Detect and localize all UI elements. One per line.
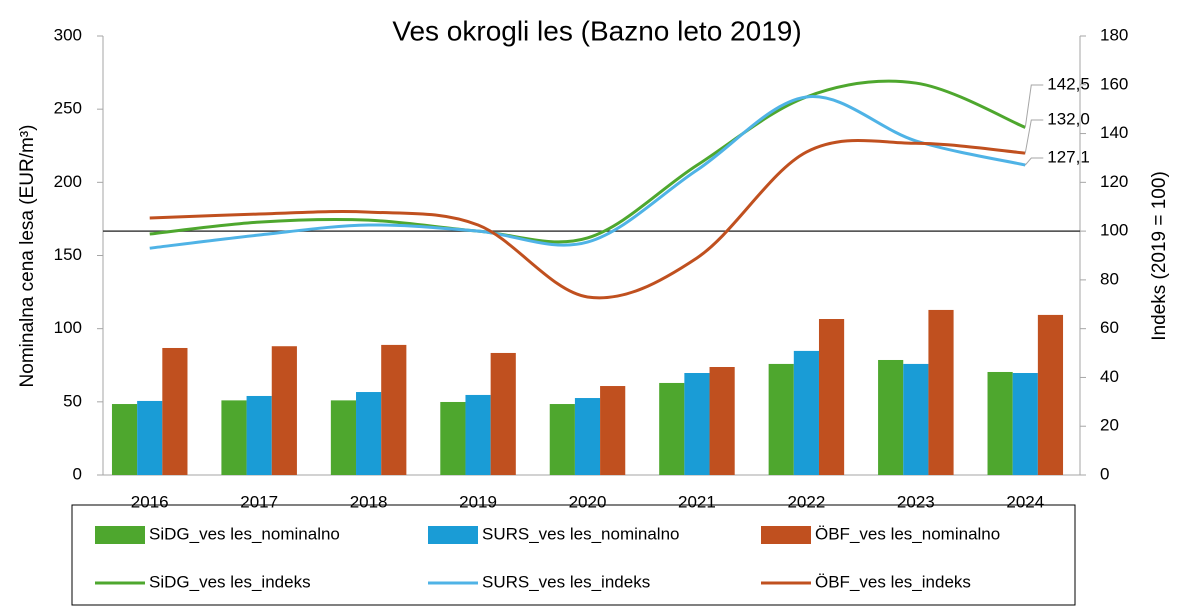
bar xyxy=(162,347,188,475)
bar xyxy=(600,386,626,475)
line xyxy=(149,95,1026,250)
y2-tick-label: 120 xyxy=(1100,172,1128,191)
bar xyxy=(1012,373,1038,475)
legend-label: SiDG_ves les_nominalno xyxy=(149,524,340,543)
data-label: 142,5 xyxy=(1047,74,1090,93)
bar xyxy=(381,344,407,475)
bar xyxy=(356,392,382,475)
x-tick-label: 2024 xyxy=(1006,492,1044,511)
x-tick-label: 2017 xyxy=(240,492,278,511)
bar xyxy=(574,398,601,475)
x-tick-label: 2020 xyxy=(569,492,607,511)
bar xyxy=(111,404,138,475)
bar xyxy=(1037,314,1064,475)
bar xyxy=(709,367,735,475)
y-tick-label: 150 xyxy=(54,245,82,264)
bar xyxy=(440,401,466,475)
x-tick-label: 2022 xyxy=(787,492,825,511)
bar xyxy=(793,350,819,475)
y-tick-label: 0 xyxy=(73,464,82,483)
legend-swatch xyxy=(428,526,478,544)
line xyxy=(149,138,1026,300)
label-leader xyxy=(1024,119,1044,154)
y2-tick-label: 20 xyxy=(1100,416,1119,435)
label-leader xyxy=(1024,157,1044,166)
y2-tick-label: 160 xyxy=(1100,74,1128,93)
bar xyxy=(465,394,491,475)
data-label: 127,1 xyxy=(1047,147,1090,166)
y-tick-label: 250 xyxy=(54,99,82,118)
legend-label: SURS_ves les_indeks xyxy=(482,572,650,591)
y-tick-label: 50 xyxy=(63,391,82,410)
legend-swatch xyxy=(95,526,145,544)
line xyxy=(149,79,1026,244)
y2-axis-label: Indeks (2019 = 100) xyxy=(1149,171,1170,341)
y2-tick-label: 0 xyxy=(1100,464,1109,483)
bar xyxy=(768,363,794,475)
data-label: 132,0 xyxy=(1047,109,1090,128)
legend-box xyxy=(71,504,1076,606)
legend-label: ÖBF_ves les_indeks xyxy=(815,572,971,591)
y2-tick-label: 140 xyxy=(1100,123,1128,142)
x-tick-label: 2018 xyxy=(350,492,388,511)
y-tick-label: 200 xyxy=(54,172,82,191)
bar xyxy=(271,346,297,475)
bar xyxy=(137,400,163,475)
y2-tick-label: 80 xyxy=(1100,269,1119,288)
legend-label: SiDG_ves les_indeks xyxy=(149,572,311,591)
x-tick-label: 2023 xyxy=(897,492,935,511)
legend-label: ÖBF_ves les_nominalno xyxy=(815,524,1000,543)
bar xyxy=(903,363,929,475)
y2-tick-label: 180 xyxy=(1100,25,1128,44)
bar xyxy=(928,309,954,475)
chart-title: Ves okrogli les (Bazno leto 2019) xyxy=(392,15,801,46)
bar xyxy=(549,404,575,475)
legend-label: SURS_ves les_nominalno xyxy=(482,524,680,543)
x-tick-label: 2021 xyxy=(678,492,716,511)
bar xyxy=(684,373,710,475)
bar xyxy=(490,352,516,475)
bar xyxy=(659,382,685,475)
legend-swatch xyxy=(761,526,811,544)
bar xyxy=(246,395,272,475)
x-tick-label: 2019 xyxy=(459,492,497,511)
bar xyxy=(330,400,357,475)
bar xyxy=(221,400,247,475)
y-axis-label: Nominalna cena lesa (EUR/m³) xyxy=(17,125,38,388)
y-tick-label: 100 xyxy=(54,318,82,337)
bar xyxy=(818,319,845,475)
y2-tick-label: 60 xyxy=(1100,318,1119,337)
y-tick-label: 300 xyxy=(54,25,82,44)
label-leader xyxy=(1024,84,1044,128)
bar xyxy=(878,359,904,475)
x-tick-label: 2016 xyxy=(131,492,169,511)
y2-tick-label: 100 xyxy=(1100,221,1128,240)
bar xyxy=(987,371,1013,475)
y2-tick-label: 40 xyxy=(1100,367,1119,386)
